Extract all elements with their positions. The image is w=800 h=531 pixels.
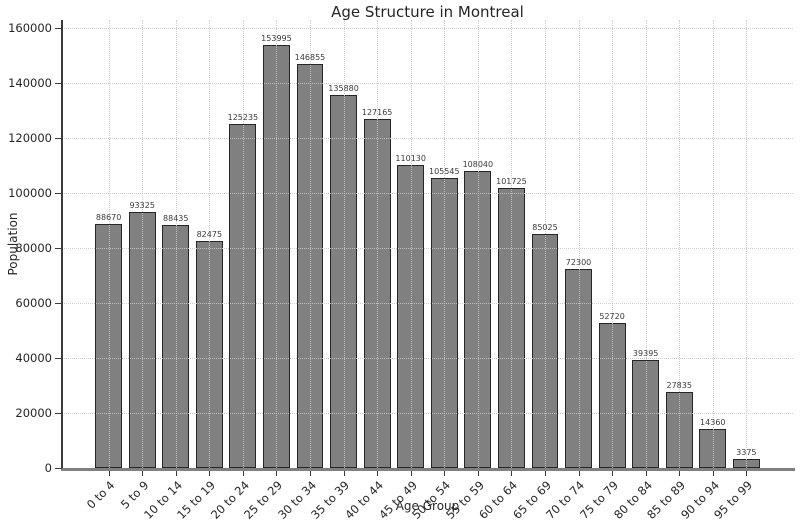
y-axis-title: Population (6, 212, 20, 276)
y-tick-label: 40000 (15, 351, 52, 366)
x-axis-spine (61, 468, 795, 471)
y-tick-label: 160000 (8, 21, 52, 36)
x-tick-mark (712, 471, 714, 476)
x-tick-mark (209, 471, 211, 476)
bar (95, 224, 123, 468)
bar (699, 428, 727, 468)
y-tick-mark (55, 302, 62, 304)
x-tick-mark (108, 471, 110, 476)
bar (330, 94, 357, 468)
x-tick-mark (679, 471, 681, 476)
bar (229, 123, 257, 468)
bar (732, 458, 760, 468)
x-tick-mark (242, 471, 244, 476)
x-tick-mark (142, 471, 144, 476)
bar (363, 118, 391, 468)
x-tick-mark (578, 471, 580, 476)
plot-area: 0 20000 40000 60000 80000 100000 120000 140000 1… (8, 20, 795, 522)
x-tick-mark (343, 471, 345, 476)
bar (296, 64, 324, 468)
bar (665, 391, 693, 468)
bar (632, 359, 660, 468)
bar (195, 241, 223, 468)
x-tick-mark (645, 471, 647, 476)
x-tick-mark (746, 471, 748, 476)
bar (162, 224, 190, 468)
x-tick-mark (612, 471, 614, 476)
x-tick-mark (511, 471, 513, 476)
y-tick-mark (55, 82, 62, 84)
y-tick-mark (55, 357, 62, 359)
x-tick-mark (310, 471, 312, 476)
bar (565, 269, 592, 468)
bar (464, 171, 492, 468)
x-tick-mark (276, 471, 278, 476)
y-tick-label: 100000 (8, 186, 52, 201)
x-tick-mark (544, 471, 546, 476)
x-axis-title: Age Group (395, 499, 460, 513)
x-tick-mark (410, 471, 412, 476)
y-tick-mark (55, 27, 62, 29)
bar (397, 165, 425, 468)
y-tick-label: 60000 (15, 296, 52, 311)
x-tick-mark (175, 471, 177, 476)
y-tick-mark (55, 467, 62, 469)
y-tick-mark (55, 247, 62, 249)
x-tick-mark (477, 471, 479, 476)
chart-title: Age Structure in Montreal (331, 3, 524, 21)
bar (128, 211, 156, 468)
bar (263, 44, 290, 468)
y-tick-mark (55, 137, 62, 139)
y-tick-mark (55, 412, 62, 414)
x-tick-mark (377, 471, 379, 476)
y-tick-label: 120000 (8, 131, 52, 146)
bars-layer (62, 20, 793, 468)
y-tick-label: 0 (44, 461, 52, 475)
y-tick-label: 20000 (15, 406, 52, 421)
bar (430, 177, 458, 468)
y-tick-label: 140000 (8, 76, 52, 91)
bar (497, 188, 525, 468)
bar (531, 234, 559, 468)
x-tick-mark (444, 471, 446, 476)
bar (598, 323, 626, 468)
y-tick-mark (55, 192, 62, 194)
